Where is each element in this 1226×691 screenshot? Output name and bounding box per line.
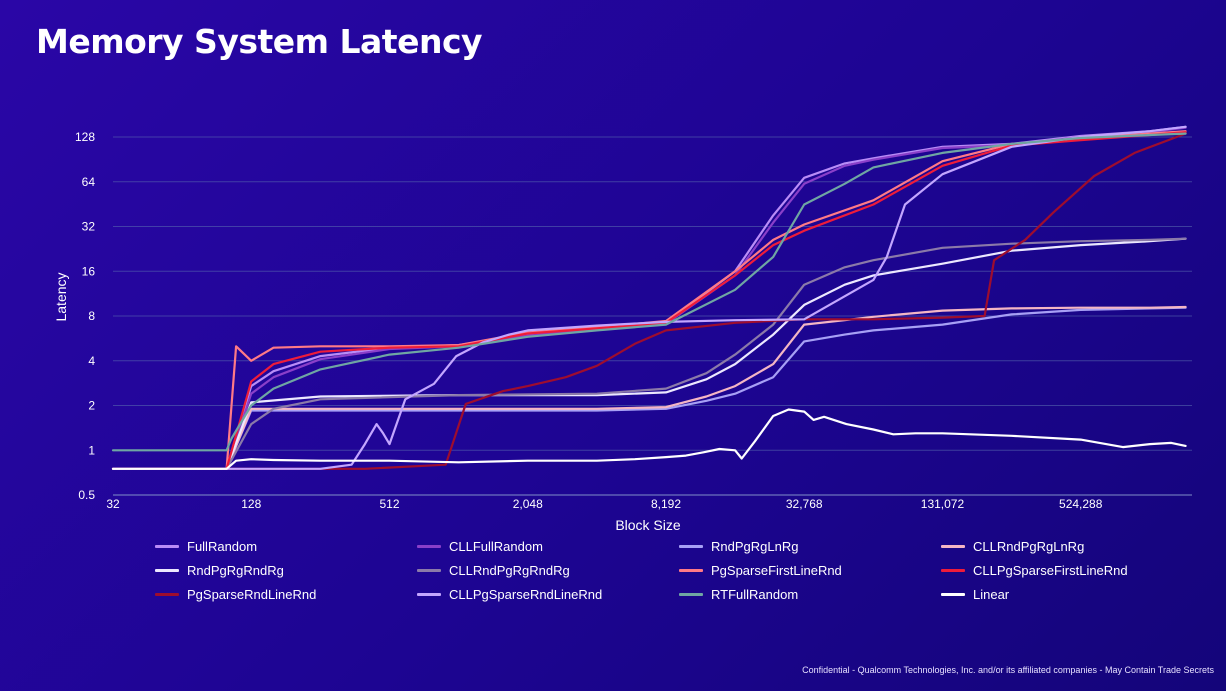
legend-swatch (941, 592, 965, 596)
x-tick-label: 8,192 (651, 497, 681, 511)
legend-item: RTFullRandom (679, 586, 941, 602)
legend-swatch (679, 568, 703, 572)
legend-swatch (417, 592, 441, 596)
x-tick-label: 512 (379, 497, 399, 511)
y-axis-title: Latency (53, 272, 69, 321)
legend-swatch (417, 544, 441, 548)
legend-item: CLLPgSparseRndLineRnd (417, 586, 679, 602)
legend-label: CLLPgSparseRndLineRnd (449, 586, 603, 602)
legend-label: RTFullRandom (711, 586, 799, 602)
series-line-pgsparserndlinernd (111, 132, 1187, 470)
legend-item: PgSparseFirstLineRnd (679, 562, 941, 578)
series-line-rndpgrglnrg (111, 306, 1187, 470)
legend-item: PgSparseRndLineRnd (155, 586, 417, 602)
y-tick-label: 0.5 (78, 488, 95, 502)
series-line-cllpgsparserndlinernd (111, 125, 1187, 470)
slide-title: Memory System Latency (36, 22, 483, 61)
chart-legend: FullRandom CLLFullRandom RndPgRgLnRg CLLRnd… (155, 538, 1203, 602)
series-line-fullrandom (111, 125, 1187, 470)
y-tick-label: 1 (88, 443, 95, 457)
legend-label: CLLFullRandom (449, 538, 543, 554)
y-tick-label: 128 (75, 130, 95, 144)
x-tick-label: 32 (106, 497, 120, 511)
y-tick-label: 16 (82, 264, 96, 278)
legend-item: Linear (941, 586, 1203, 602)
legend-item: CLLRndPgRgRndRg (417, 562, 679, 578)
legend-swatch (417, 568, 441, 572)
series-line-rndpgrgrndrg (111, 237, 1187, 470)
legend-swatch (941, 568, 965, 572)
legend-swatch (155, 544, 179, 548)
legend-item: FullRandom (155, 538, 417, 554)
legend-item: CLLFullRandom (417, 538, 679, 554)
legend-label: PgSparseRndLineRnd (187, 586, 317, 602)
x-tick-label: 131,072 (921, 497, 965, 511)
legend-label: CLLPgSparseFirstLineRnd (973, 562, 1128, 578)
legend-label: CLLRndPgRgRndRg (449, 562, 570, 578)
series-line-cllfullrandom (111, 126, 1187, 470)
y-tick-label: 4 (88, 354, 95, 368)
legend-item: RndPgRgRndRg (155, 562, 417, 578)
series-line-rtfullrandom (111, 132, 1187, 452)
legend-label: FullRandom (187, 538, 258, 554)
legend-swatch (155, 592, 179, 596)
legend-label: Linear (973, 586, 1010, 602)
legend-item: RndPgRgLnRg (679, 538, 941, 554)
legend-swatch (155, 568, 179, 572)
chart-axes: 0.5 1 2 4 8 16 32 64 128 32 128 512 2,048 8,192 32,768… (75, 130, 1192, 511)
y-tick-label: 8 (88, 309, 95, 323)
x-tick-label: 32,768 (786, 497, 823, 511)
legend-label: RndPgRgRndRg (187, 562, 284, 578)
legend-label: CLLRndPgRgLnRg (973, 538, 1085, 554)
series-line-cllrndpgrgrndrg (111, 237, 1187, 470)
x-tick-label: 524,288 (1059, 497, 1103, 511)
chart-series-group (111, 125, 1187, 470)
legend-swatch (679, 544, 703, 548)
y-tick-label: 32 (82, 220, 96, 234)
legend-label: RndPgRgLnRg (711, 538, 799, 554)
legend-item: CLLPgSparseFirstLineRnd (941, 562, 1203, 578)
legend-swatch (941, 544, 965, 548)
y-tick-label: 2 (88, 399, 95, 413)
footer-confidential: Confidential - Qualcomm Technologies, In… (802, 665, 1214, 675)
legend-item: CLLRndPgRgLnRg (941, 538, 1203, 554)
legend-swatch (679, 592, 703, 596)
x-tick-label: 128 (241, 497, 261, 511)
y-tick-label: 64 (82, 175, 96, 189)
x-axis-title: Block Size (615, 517, 681, 533)
legend-label: PgSparseFirstLineRnd (711, 562, 842, 578)
series-line-linear (111, 408, 1187, 470)
series-line-cllrndpgrglnrg (111, 305, 1187, 470)
series-line-cllpgsparsefirstlinernd (111, 131, 1187, 470)
x-tick-label: 2,048 (513, 497, 543, 511)
chart-gridlines (113, 136, 1192, 496)
